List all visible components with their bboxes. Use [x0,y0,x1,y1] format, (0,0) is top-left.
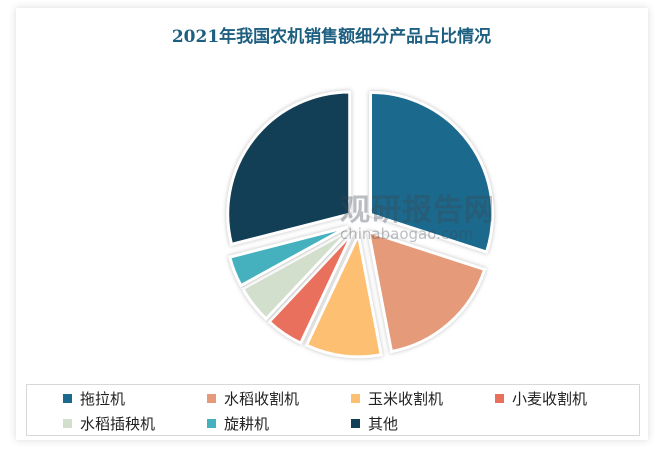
legend-swatch [351,419,360,428]
legend-swatch [207,419,216,428]
watermark: 观研报告网 chinabaogao.com [295,185,495,243]
legend-label: 小麦收割机 [512,390,588,408]
legend-swatch [63,394,72,403]
legend-item: 玉米收割机 [351,388,443,409]
watermark-main: 观研报告网 [340,193,495,228]
legend-item: 水稻收割机 [207,388,299,409]
pie-slice-3 [267,231,355,346]
pie-slice-4 [240,228,351,322]
chart-card [16,8,648,440]
legend: 拖拉机 水稻收割机 玉米收割机 小麦收割机水稻插秧机 旋耕机 其他 [26,384,640,436]
legend-swatch [63,419,72,428]
legend-swatch [495,394,504,403]
chart-title: 2021年我国农机销售额细分产品占比情况 [171,27,492,47]
legend-label: 旋耕机 [224,415,270,433]
pie-slice-1 [366,229,487,354]
pie-slice-2 [304,230,383,359]
pie-slice-5 [227,225,349,288]
legend-label: 其他 [368,415,399,433]
legend-label: 拖拉机 [80,390,126,408]
legend-label: 水稻收割机 [224,390,300,408]
legend-item: 旋耕机 [207,413,269,434]
legend-item: 拖拉机 [63,388,125,409]
legend-item: 小麦收割机 [495,388,587,409]
legend-label: 水稻插秧机 [80,415,156,433]
legend-swatch [207,394,216,403]
legend-item: 其他 [351,413,398,434]
legend-swatch [351,394,360,403]
pie-slice-0 [369,90,495,254]
watermark-sub: chinabaogao.com [340,225,473,243]
legend-item: 水稻插秧机 [63,413,155,434]
legend-label: 玉米收割机 [368,390,444,408]
pie-slice-6 [226,90,352,247]
